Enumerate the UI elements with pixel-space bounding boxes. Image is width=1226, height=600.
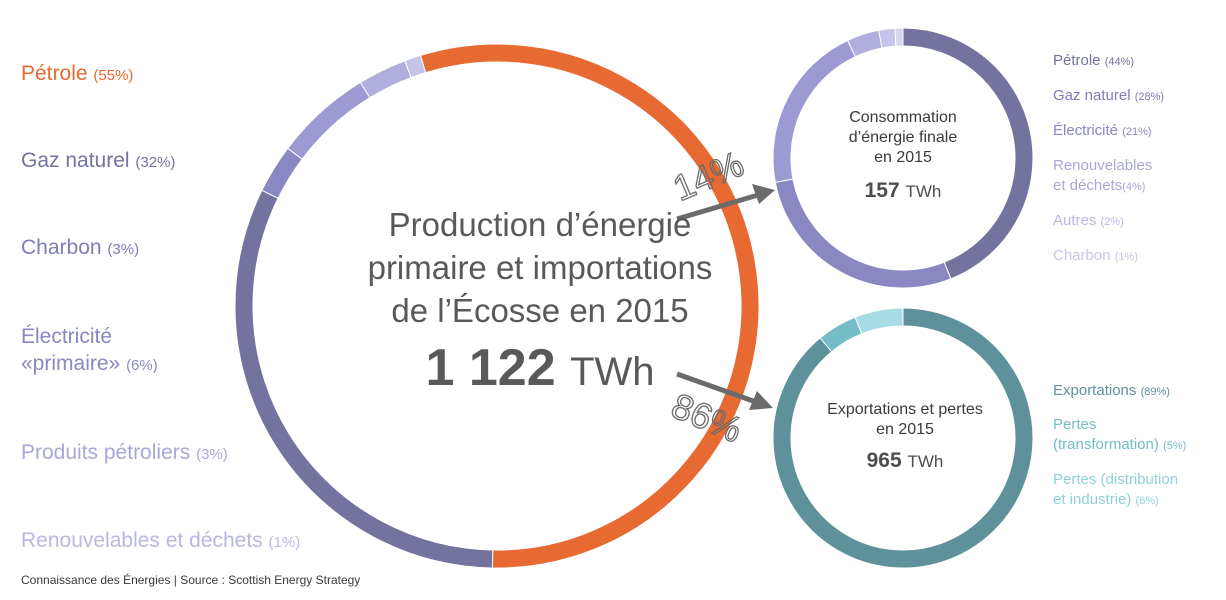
cons-legend-gaz-label: Gaz naturel bbox=[1053, 87, 1131, 104]
consumption-title-line2: d’énergie finale bbox=[848, 129, 958, 146]
donut-exports-losses bbox=[772, 307, 1034, 569]
legend-produits-petroliers-pct: (3%) bbox=[196, 446, 228, 463]
arrow-lower bbox=[676, 371, 773, 410]
exp-legend-pertes-distribution-pct: (6%) bbox=[1135, 495, 1159, 507]
legend-electricite-label-2: «primaire» bbox=[21, 352, 121, 375]
cons-legend-petrole-pct: (44%) bbox=[1104, 56, 1135, 68]
main-total-value: 1 122 bbox=[425, 339, 556, 397]
exp-legend-pertes-transformation-pct: (5%) bbox=[1163, 440, 1187, 452]
slice-electricite-primaire bbox=[287, 81, 371, 160]
cons-legend-electricite-label: Électricité bbox=[1053, 122, 1119, 139]
exp-legend-pertes-transformation-label-2: (transformation) bbox=[1053, 436, 1159, 453]
legend-charbon-label: Charbon bbox=[21, 236, 102, 259]
legend-electricite-pct: (6%) bbox=[126, 357, 158, 374]
legend-renouvelables: Renouvelables et déchets (1%) bbox=[21, 527, 300, 556]
cons-legend-charbon-label: Charbon bbox=[1053, 247, 1111, 264]
exp-legend-exportations-label: Exportations bbox=[1053, 382, 1137, 399]
consumption-total: 157 TWh bbox=[803, 179, 1003, 203]
cons-legend-renouvelables-label-2: et déchets bbox=[1053, 177, 1123, 194]
slice-renouvelables bbox=[404, 54, 427, 79]
exports-title: Exportations et pertes en 2015 bbox=[795, 400, 1015, 440]
slice-charbon bbox=[894, 27, 904, 47]
exp-legend-pertes-transformation-label: Pertes bbox=[1053, 416, 1097, 433]
slice-pertes-distribution bbox=[854, 307, 904, 335]
source-footer: Connaissance des Énergies | Source : Sco… bbox=[21, 573, 361, 587]
exp-legend-exportations: Exportations (89%) bbox=[1053, 381, 1170, 402]
consumption-total-unit: TWh bbox=[905, 182, 942, 201]
legend-gaz-naturel-label: Gaz naturel bbox=[21, 149, 130, 172]
slice-autres bbox=[878, 27, 897, 49]
main-total-unit: TWh bbox=[570, 350, 655, 394]
cons-legend-electricite: Électricité (21%) bbox=[1053, 121, 1152, 142]
exp-legend-exportations-pct: (89%) bbox=[1140, 386, 1170, 398]
legend-gaz-naturel-pct: (32%) bbox=[135, 154, 176, 171]
exports-title-line2: en 2015 bbox=[876, 421, 934, 438]
legend-petrole: Pétrole (55%) bbox=[21, 60, 133, 89]
cons-legend-autres-label: Autres bbox=[1053, 212, 1097, 229]
legend-produits-petroliers-label: Produits pétroliers bbox=[21, 441, 191, 464]
consumption-title: Consommation d’énergie finale en 2015 bbox=[803, 108, 1003, 168]
legend-electricite: Électricité «primaire» (6%) bbox=[21, 323, 158, 379]
legend-petrole-pct: (55%) bbox=[93, 67, 134, 84]
cons-legend-gaz: Gaz naturel (28%) bbox=[1053, 86, 1164, 107]
exp-legend-pertes-transformation: Pertes (transformation) (5%) bbox=[1053, 415, 1186, 456]
consumption-title-line3: en 2015 bbox=[874, 149, 932, 166]
main-title-line2: primaire et importations bbox=[367, 249, 713, 286]
legend-renouvelables-pct: (1%) bbox=[268, 534, 301, 551]
main-title-line1: Production d’énergie bbox=[388, 206, 692, 243]
legend-gaz-naturel: Gaz naturel (32%) bbox=[21, 147, 175, 176]
legend-charbon: Charbon (3%) bbox=[21, 234, 139, 263]
cons-legend-gaz-pct: (28%) bbox=[1134, 91, 1165, 103]
exports-total: 965 TWh bbox=[795, 449, 1015, 473]
main-total: 1 122 TWh bbox=[250, 338, 830, 402]
cons-legend-renouvelables: Renouvelables et déchets(4%) bbox=[1053, 156, 1152, 197]
cons-legend-electricite-pct: (21%) bbox=[1122, 126, 1152, 138]
cons-legend-petrole-label: Pétrole bbox=[1053, 52, 1101, 69]
cons-legend-petrole: Pétrole (44%) bbox=[1053, 51, 1134, 72]
donut-main-production bbox=[234, 43, 760, 569]
slice-exportations bbox=[772, 307, 1034, 569]
cons-legend-autres: Autres (2%) bbox=[1053, 211, 1124, 232]
exports-total-value: 965 bbox=[866, 449, 902, 472]
exp-legend-pertes-distribution: Pertes (distribution et industrie) (6%) bbox=[1053, 470, 1178, 511]
slice-charbon bbox=[261, 147, 303, 199]
cons-legend-renouvelables-pct: (4%) bbox=[1122, 181, 1146, 193]
legend-charbon-pct: (3%) bbox=[107, 241, 140, 258]
consumption-total-value: 157 bbox=[864, 179, 900, 202]
legend-petrole-label: Pétrole bbox=[21, 62, 88, 85]
main-title-line3: de l’Écosse en 2015 bbox=[391, 292, 689, 329]
exports-total-unit: TWh bbox=[907, 452, 944, 471]
arrow-upper bbox=[676, 184, 775, 222]
cons-legend-charbon: Charbon (1%) bbox=[1053, 246, 1138, 267]
cons-legend-renouvelables-label: Renouvelables bbox=[1053, 157, 1153, 174]
legend-produits-petroliers: Produits pétroliers (3%) bbox=[21, 439, 228, 468]
exp-legend-pertes-distribution-label: Pertes (distribution bbox=[1053, 471, 1179, 488]
donut-final-consumption bbox=[772, 27, 1034, 289]
slice-produits-petroliers bbox=[359, 60, 412, 99]
consumption-title-line1: Consommation bbox=[849, 109, 957, 126]
cons-legend-autres-pct: (2%) bbox=[1100, 216, 1124, 228]
exports-title-line1: Exportations et pertes bbox=[827, 401, 983, 418]
main-chart-title: Production d’énergie primaire et importa… bbox=[250, 203, 830, 332]
legend-renouvelables-label: Renouvelables et déchets bbox=[21, 529, 263, 552]
legend-electricite-label: Électricité bbox=[21, 325, 113, 348]
exp-legend-pertes-distribution-label-2: et industrie) bbox=[1053, 491, 1132, 508]
cons-legend-charbon-pct: (1%) bbox=[1114, 251, 1138, 263]
